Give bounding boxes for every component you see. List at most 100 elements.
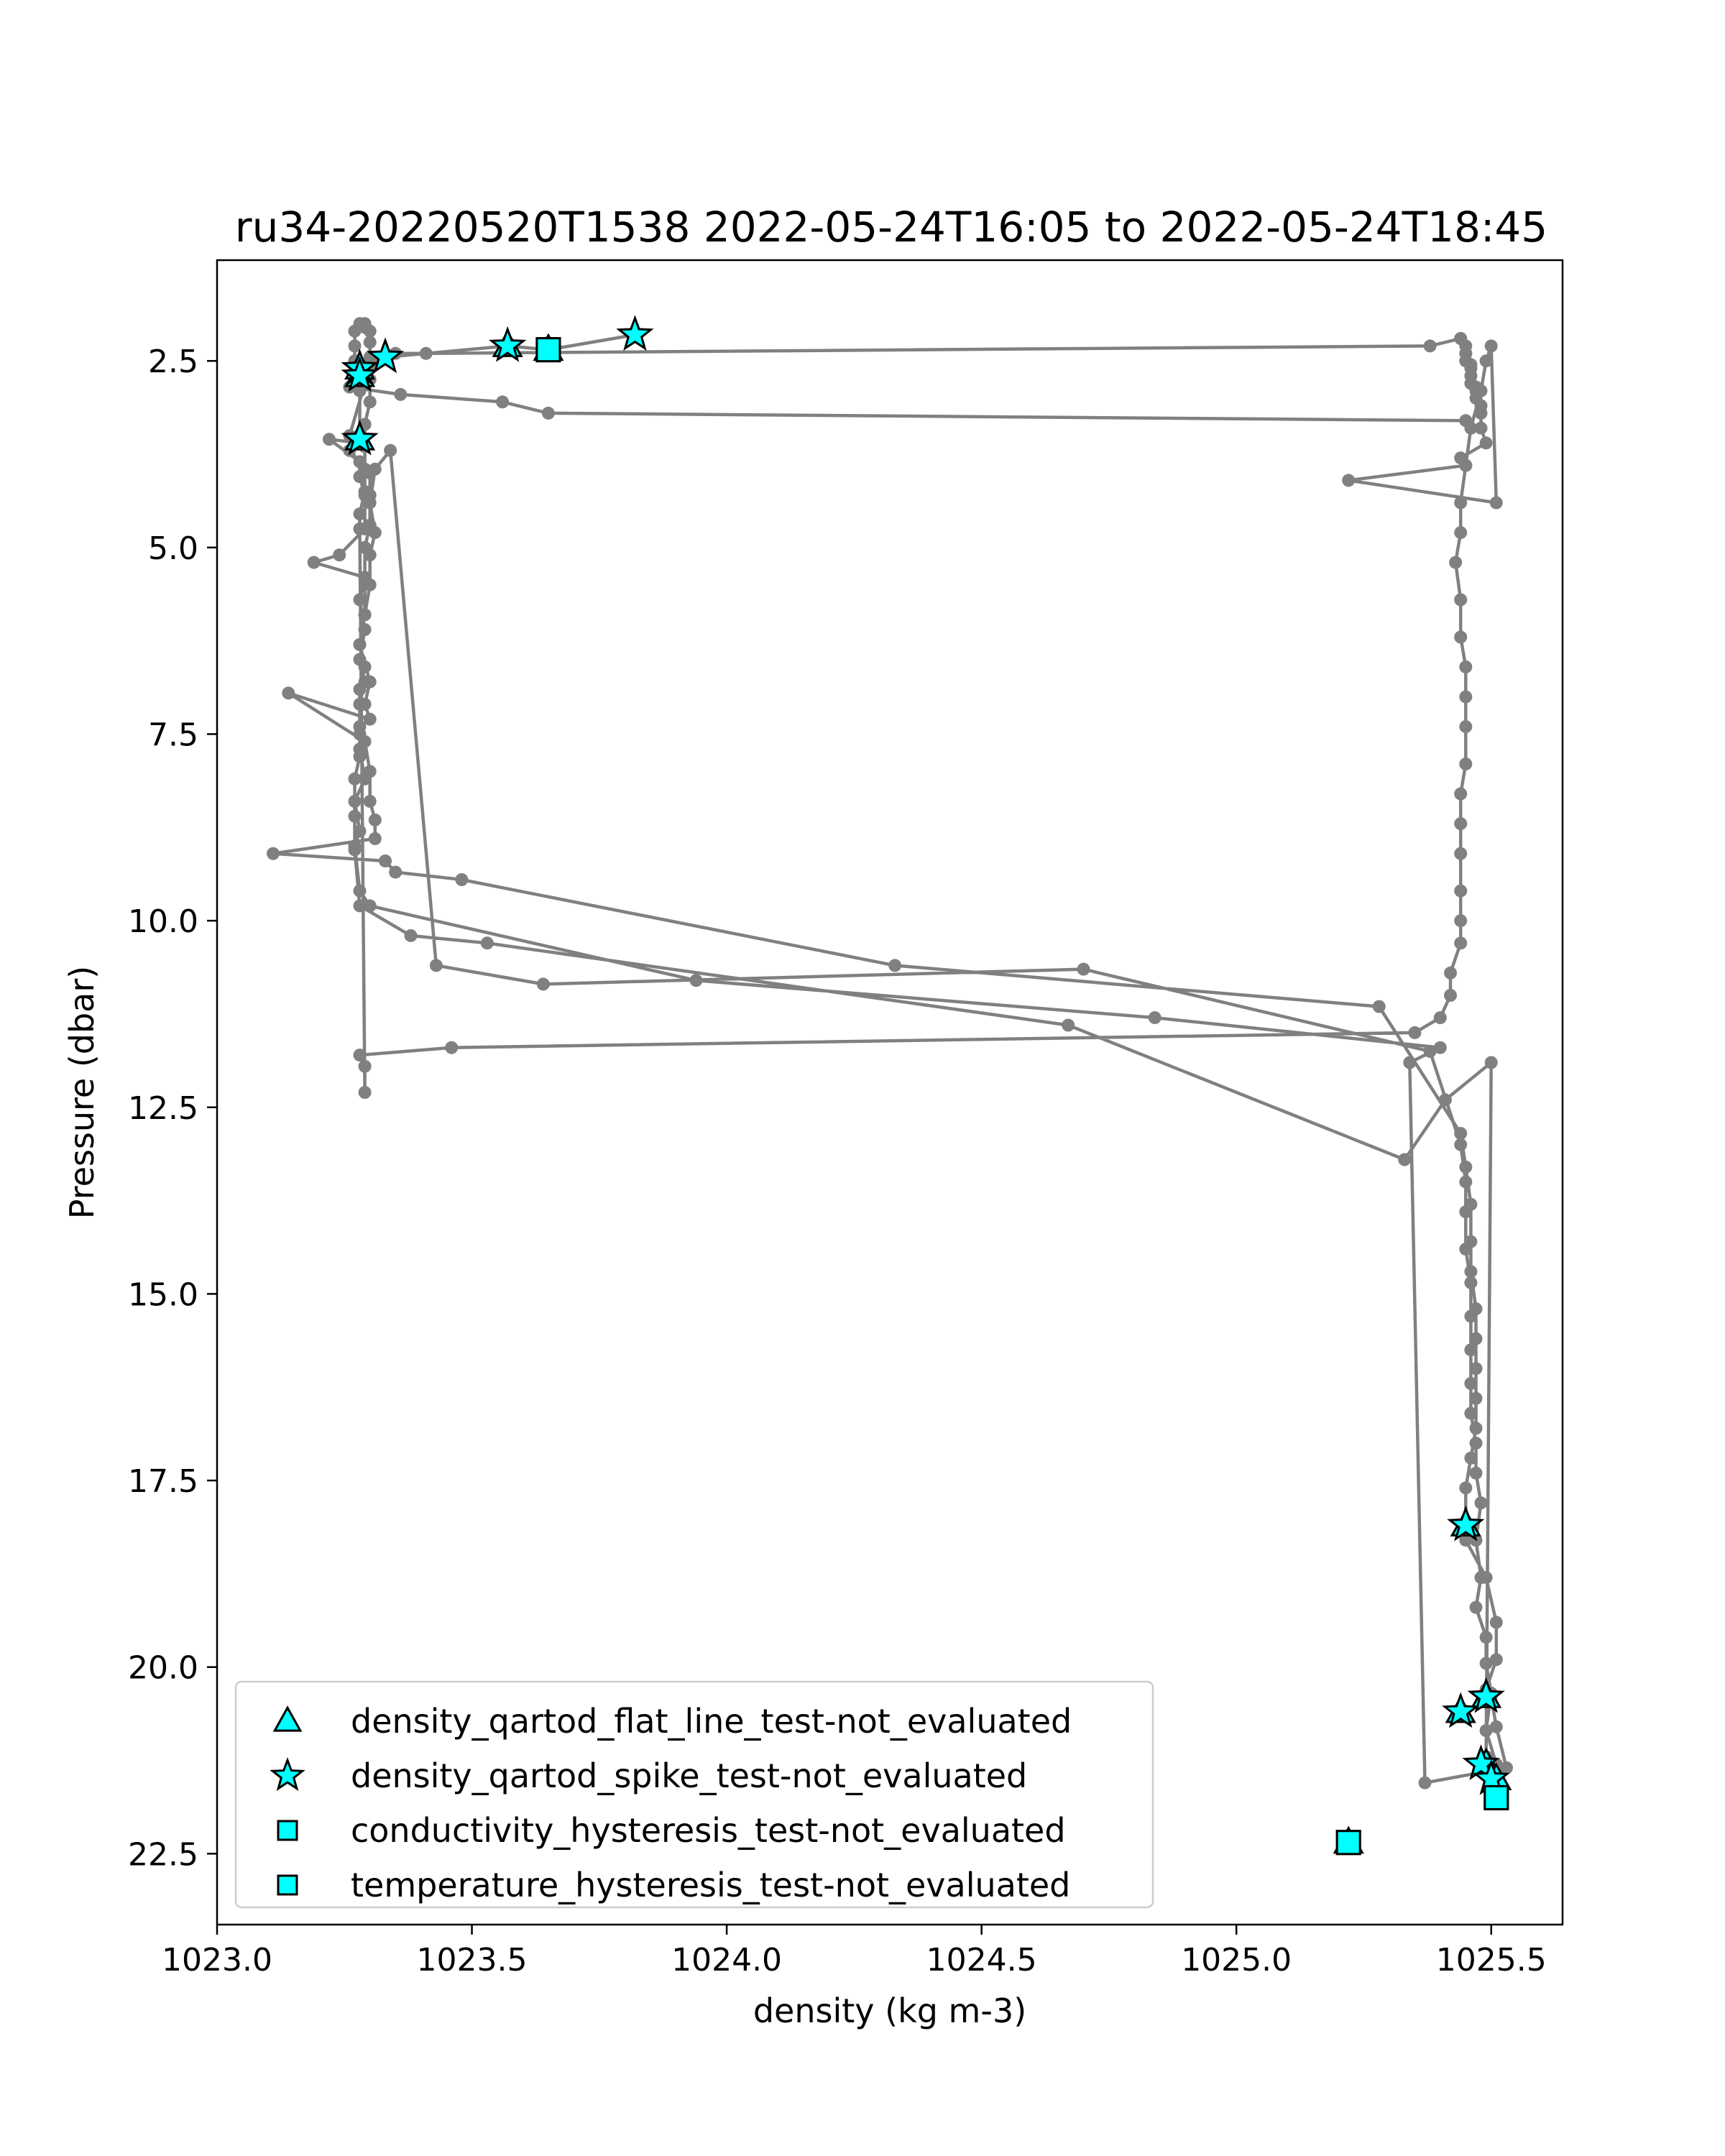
flag-point-star [341, 419, 379, 456]
flag-point-star [616, 315, 654, 351]
flag-point-star [488, 326, 527, 362]
profile-point [358, 675, 372, 688]
profile-point [1454, 496, 1468, 510]
profile-point [1459, 1205, 1473, 1219]
y-axis-label: Pressure (dbar) [63, 966, 101, 1219]
profile-point [1403, 1056, 1417, 1069]
profile-point [358, 772, 372, 786]
y-tick-label: 22.5 [128, 1836, 198, 1873]
profile-point [358, 485, 372, 498]
profile-point [394, 387, 408, 401]
profile-point [1454, 526, 1468, 540]
profile-point [353, 727, 367, 741]
profile-point [1464, 1343, 1478, 1357]
profile-point [1438, 1093, 1452, 1107]
profile-point [384, 443, 397, 457]
flag-point-square [535, 337, 561, 363]
profile-point [389, 865, 402, 879]
profile-point [1418, 1776, 1432, 1789]
profile-point [1148, 1011, 1162, 1025]
profile-point [1444, 989, 1457, 1002]
profile-point [1459, 757, 1473, 770]
profile-point [282, 686, 295, 700]
profile-point [358, 623, 372, 637]
profile-point [1454, 1138, 1468, 1151]
profile-point [1479, 1631, 1493, 1644]
y-tick-label: 20.0 [128, 1650, 198, 1687]
profile-point [358, 462, 372, 476]
profile-point [353, 507, 367, 521]
profile-point [1459, 1175, 1473, 1189]
profile-point [1454, 847, 1468, 860]
profile-point [353, 637, 367, 651]
profile-point [1454, 817, 1468, 831]
profile-point [1469, 1362, 1483, 1376]
flag-point-star [1447, 1505, 1485, 1542]
profile-point [1500, 1761, 1513, 1774]
profile-point [363, 795, 377, 808]
profile-point [1454, 914, 1468, 928]
profile-point [1459, 660, 1473, 673]
profile-point [1454, 884, 1468, 898]
flag-point-star [1462, 1744, 1500, 1780]
profile-point [368, 831, 382, 845]
profile-point [1459, 1534, 1473, 1547]
y-tick-label: 7.5 [148, 717, 198, 753]
profile-point [333, 548, 346, 562]
profile-point [1489, 1616, 1503, 1629]
flag-point-star [1467, 1677, 1505, 1713]
profile-point [1454, 630, 1468, 644]
profile-point [358, 1059, 372, 1073]
profile-line [271, 322, 1509, 1789]
profile-point [1423, 1044, 1437, 1058]
profile-point [1464, 1406, 1478, 1420]
x-tick-label: 1025.5 [1436, 1942, 1547, 1978]
profile-dots [267, 317, 1513, 1793]
profile-point [1464, 1451, 1478, 1465]
legend-marker-square [277, 1874, 298, 1896]
profile-point [1459, 1243, 1473, 1256]
profile-point [1372, 1000, 1386, 1013]
profile-point [1469, 1600, 1483, 1614]
profile-point [1398, 1153, 1412, 1166]
profile-point [353, 884, 367, 898]
flag-point-star [366, 337, 405, 374]
profile-point [348, 843, 362, 857]
profile-point [1474, 1571, 1488, 1585]
profile-point [1459, 459, 1473, 472]
profile-point [1423, 339, 1437, 353]
profile-point [358, 608, 372, 622]
legend-label: density_qartod_spike_test-not_evaluated [351, 1756, 1027, 1795]
profile-point [1342, 474, 1356, 487]
profile-point [353, 1049, 367, 1062]
profile-point [1474, 421, 1488, 435]
profile-point [353, 697, 367, 711]
flag-markers [341, 315, 1512, 1856]
profile-point [541, 406, 555, 420]
plot-frame [216, 259, 1564, 1926]
profile-point [353, 653, 367, 666]
x-axis-label: density (kg m-3) [753, 1991, 1026, 2030]
profile-point [536, 977, 550, 991]
profile-point [480, 936, 494, 950]
y-axis-ticks: 2.5 5.0 7.5 10.0 12.5 15.0 17.5 20.0 22.5 [128, 344, 217, 1873]
profile-point [404, 929, 418, 942]
flag-point-star [1442, 1692, 1480, 1728]
profile-point [1454, 1127, 1468, 1141]
x-tick-label: 1023.5 [417, 1942, 528, 1978]
flag-point-square [1484, 1784, 1509, 1810]
profile-point [368, 813, 382, 826]
profile-point [1459, 1481, 1473, 1495]
profile-point [429, 959, 443, 972]
profile-point [323, 433, 336, 446]
profile-point [1454, 936, 1468, 950]
profile-point [445, 1041, 459, 1054]
x-tick-label: 1023.0 [162, 1942, 272, 1978]
profile-point [1479, 436, 1493, 450]
profile-point [348, 339, 362, 353]
y-tick-label: 17.5 [128, 1463, 198, 1500]
profile-point [1489, 1720, 1503, 1733]
profile-point [1474, 406, 1488, 420]
profile-point [379, 854, 392, 867]
